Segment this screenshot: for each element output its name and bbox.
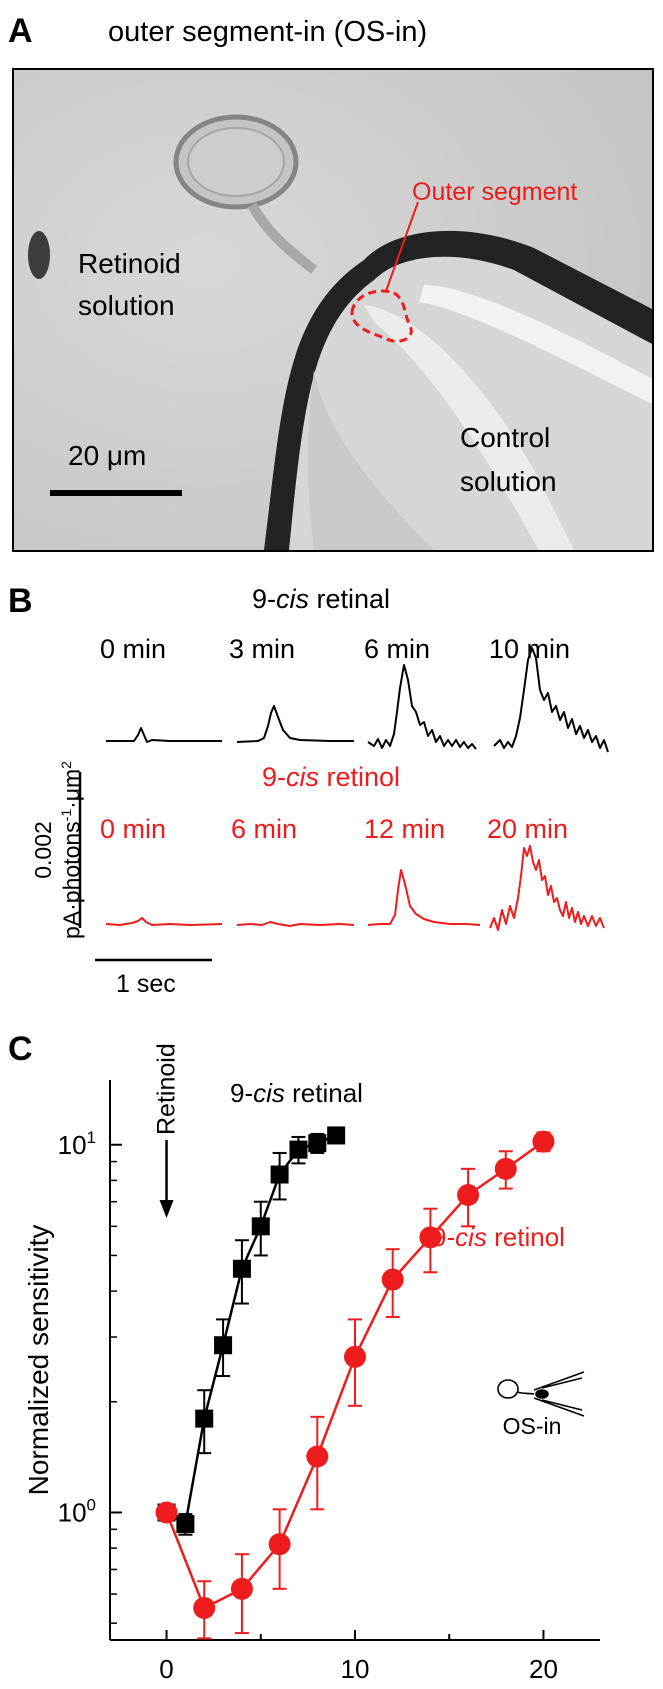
retinol-point-4 [306,1445,329,1468]
series-label-retinal: 9-cis retinal [230,1078,363,1108]
retinoid-arrow-head [159,1200,174,1218]
retinol-trace-6min [236,921,355,927]
retinoid-label: Retinoid [78,248,181,279]
retinol-point-0 [155,1501,178,1524]
outer-segment-label: Outer segment [412,178,578,206]
retinal-point-1 [176,1515,195,1534]
y-axis-label: Normalized sensitivity [23,1225,54,1496]
retinal-header: 9-cis retinal [252,584,391,614]
retinal-point-3 [214,1336,233,1355]
retinol-point-5 [344,1345,366,1368]
y-tick-label-1: 101 [58,1128,96,1160]
retinal-trace-6min [367,664,477,750]
retinol-point-3 [268,1533,291,1556]
y-scale-value: 0.002 [30,821,57,879]
micrograph-image [14,70,652,550]
x-tick-label-0: 0 [159,1654,173,1684]
retinol-point-1 [193,1596,216,1619]
traces-area [78,647,609,962]
scale-bar [50,490,182,496]
retinal-trace-3min [236,705,354,743]
retinoid-arrow-label: Retinoid [153,1043,181,1135]
sensitivity-chart: 01020100101Time (min)Normalized sensitiv… [23,1043,600,1684]
retinol-time-1: 6 min [231,814,298,844]
retinoid-solution-label: solution [78,290,175,321]
retinal-time-2: 6 min [364,634,431,664]
retinol-point-9 [494,1157,517,1180]
outer-segment-pointer [385,201,419,292]
control-label: Control [460,422,551,453]
retinal-point-2 [195,1409,214,1428]
os-in-inset-icon [497,1371,585,1417]
debris-blob [28,231,50,279]
retinol-trace-12min [367,869,481,926]
retinol-time-2: 12 min [364,814,446,844]
retinol-point-2 [230,1577,253,1600]
pipette [264,230,652,550]
series-line-retinal [165,1134,337,1527]
retinal-point-8 [308,1134,327,1153]
retinal-point-9 [327,1126,346,1145]
retinal-trace-10min [493,647,609,753]
retinal-time-1: 3 min [229,634,296,664]
retinol-point-7 [419,1226,442,1249]
panel-a-title: outer segment-in (OS-in) [108,16,428,48]
series-label-retinol: 9-cis retinol [432,1222,565,1252]
retinal-time-0: 0 min [100,634,167,664]
retinal-point-5 [251,1217,270,1236]
retinol-point-8 [457,1184,480,1207]
control-solution-label: solution [460,466,557,497]
retinol-time-0: 0 min [100,814,167,844]
micrograph: Retinoid solution Control solution Outer… [12,68,654,552]
retinal-trace-0min [106,727,222,743]
retinol-point-10 [532,1130,555,1153]
retinol-trace-0min [105,917,223,926]
retinol-trace-20min [489,845,605,931]
retinol-point-6 [381,1268,404,1291]
panel-a-letter: A [8,12,33,50]
retinol-header: 9-cis retinol [262,762,401,792]
y-tick-label-0: 100 [58,1495,96,1527]
retinal-point-4 [232,1259,251,1278]
os-in-inset-label: OS-in [503,1413,562,1439]
x-tick-label-2: 20 [529,1654,558,1684]
panel-c-letter: C [8,1030,33,1068]
retinol-time-3: 20 min [487,814,569,844]
retinal-point-7 [289,1140,308,1159]
x-tick-label-1: 10 [341,1654,370,1684]
retinal-point-6 [270,1165,289,1184]
y-scale-unit: pA·photons-1·μm2 [57,761,85,939]
x-scale-label: 1 sec [116,970,176,998]
scale-bar-label: 20 μm [68,440,147,471]
panel-b-letter: B [8,582,33,620]
